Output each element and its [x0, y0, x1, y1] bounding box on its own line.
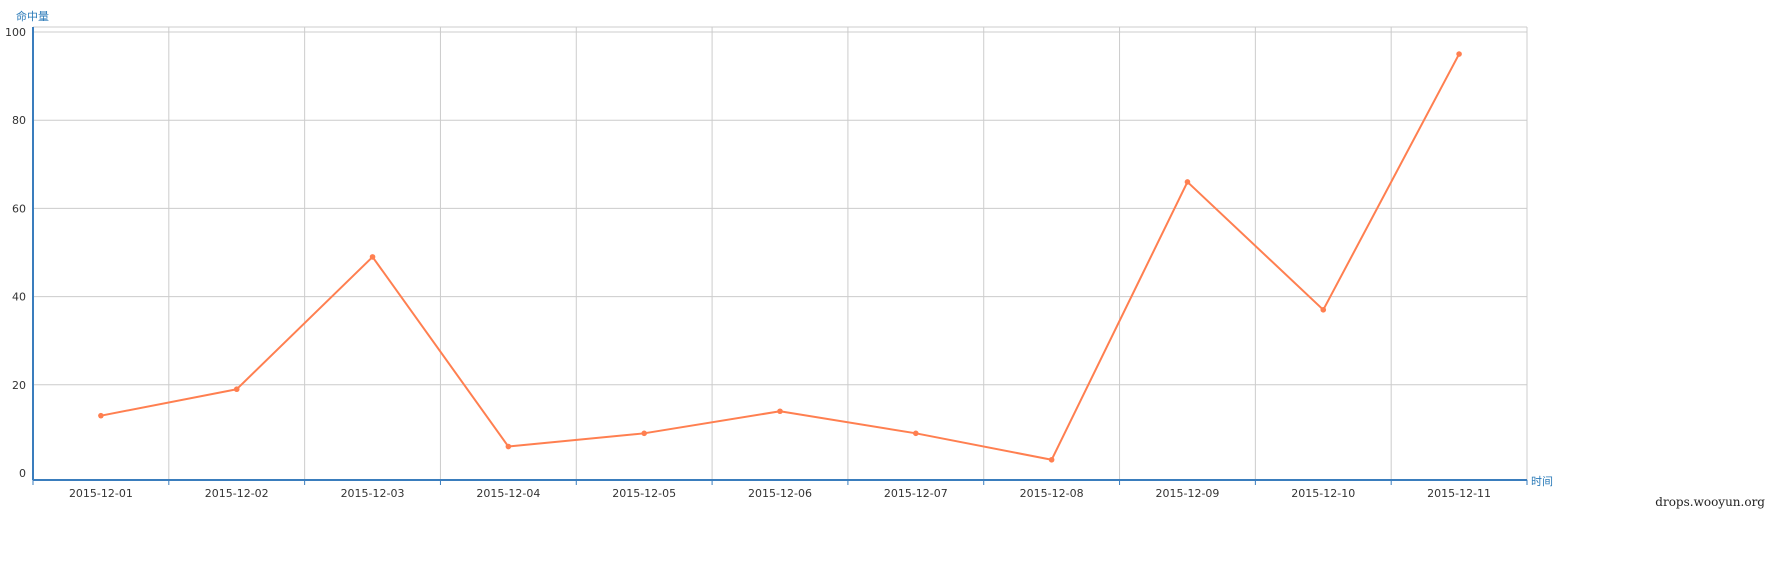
x-tick-label: 2015-12-05 — [612, 487, 676, 500]
grid-lines — [33, 26, 1528, 480]
data-point[interactable] — [233, 386, 240, 393]
data-point[interactable] — [98, 412, 104, 419]
data-point[interactable] — [641, 430, 647, 437]
y-tick-label: 20 — [12, 379, 26, 392]
x-tick-label: 2015-12-01 — [69, 487, 133, 500]
data-point[interactable] — [1048, 456, 1055, 463]
y-tick-label: 80 — [12, 114, 26, 127]
data-point[interactable] — [1184, 179, 1191, 185]
x-tick-label: 2015-12-10 — [1291, 487, 1355, 500]
series-group — [98, 51, 1462, 463]
x-tick-label: 2015-12-09 — [1155, 487, 1219, 500]
data-point[interactable] — [1320, 307, 1327, 313]
x-tick-label: 2015-12-04 — [476, 487, 540, 500]
x-tick-label: 2015-12-03 — [341, 487, 405, 500]
x-tick-label: 2015-12-06 — [748, 487, 812, 500]
x-axis-title: 时间 — [1531, 475, 1553, 488]
y-tick-label: 100 — [5, 26, 26, 39]
watermark-text: drops.wooyun.org — [1655, 495, 1765, 509]
y-tick-label: 60 — [12, 202, 26, 215]
data-point[interactable] — [369, 254, 376, 260]
data-point[interactable] — [505, 443, 512, 450]
data-point[interactable] — [777, 408, 783, 415]
y-tick-label: 0 — [19, 467, 26, 480]
y-axis-title: 命中量 — [16, 9, 49, 23]
x-axis-ticks: 2015-12-01 2015-12-02 2015-12-03 2015-12-04… — [32, 480, 1528, 500]
x-tick-label: 2015-12-02 — [205, 487, 269, 500]
y-axis-ticks: 0 20 40 60 80 100 — [5, 26, 26, 480]
data-point[interactable] — [913, 430, 919, 437]
data-point[interactable] — [1456, 51, 1462, 57]
x-tick-label: 2015-12-11 — [1427, 487, 1491, 500]
y-tick-label: 40 — [12, 291, 26, 304]
x-tick-label: 2015-12-07 — [884, 487, 948, 500]
x-tick-label: 2015-12-08 — [1020, 487, 1084, 500]
